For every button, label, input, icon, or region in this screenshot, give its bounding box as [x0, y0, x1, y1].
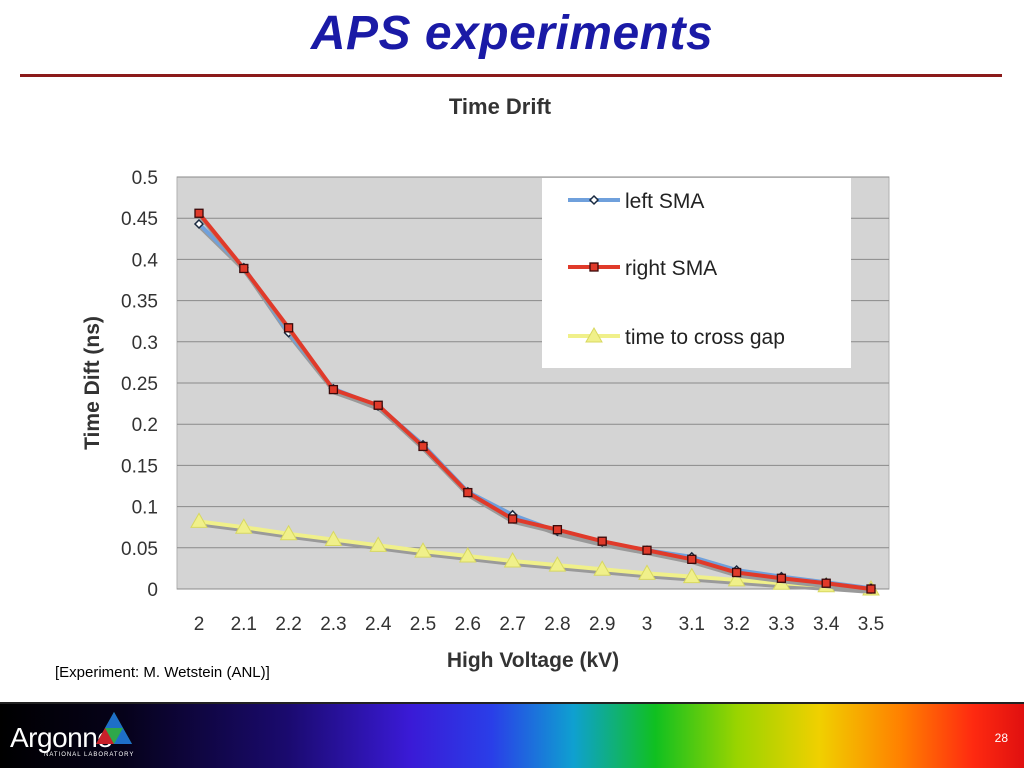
y-tick-label: 0.25	[121, 374, 158, 395]
data-point	[552, 525, 563, 535]
legend: left SMA right SMA time to cross gap	[542, 178, 851, 368]
x-tick-label: 2.1	[231, 614, 257, 635]
series-right-sma	[194, 208, 876, 594]
x-tick-label: 2.3	[320, 614, 346, 635]
y-tick-label: 0.35	[121, 292, 158, 313]
x-tick-label: 3.2	[723, 614, 749, 635]
data-point	[682, 567, 701, 584]
data-point	[458, 547, 477, 563]
legend-item: left SMA	[568, 190, 704, 213]
y-axis-ticks: 0 0.05 0.1 0.15 0.2 0.25 0.3 0.35 0.4 0.45 0.5	[121, 168, 158, 601]
y-axis-label: Time Dift (ns)	[81, 316, 104, 450]
data-point	[373, 400, 383, 410]
y-tick-label: 0.05	[121, 539, 158, 560]
x-tick-label: 3.5	[858, 614, 884, 635]
data-point	[727, 570, 746, 587]
data-point	[193, 218, 205, 230]
data-point	[687, 554, 697, 564]
legend-label: right SMA	[625, 257, 717, 280]
experiment-credit: [Experiment: M. Wetstein (ANL)]	[55, 664, 270, 681]
slide-title: APS experiments	[310, 7, 714, 60]
y-tick-label: 0.4	[132, 250, 159, 271]
y-tick-label: 0.45	[121, 209, 158, 230]
data-point	[418, 441, 428, 452]
series-shadow	[199, 522, 873, 594]
data-point	[283, 323, 294, 333]
legend-marker	[585, 326, 603, 343]
x-axis-label: High Voltage (kV)	[447, 649, 619, 672]
data-point	[638, 564, 656, 580]
footer-divider	[0, 702, 1024, 704]
data-point	[234, 518, 253, 534]
data-point	[239, 263, 249, 274]
series-line	[197, 211, 872, 591]
y-tick-label: 0.2	[132, 415, 158, 436]
x-tick-label: 2	[194, 614, 205, 635]
data-point	[821, 578, 831, 588]
x-tick-label: 2.5	[410, 614, 436, 635]
data-point	[866, 584, 876, 594]
data-point	[414, 542, 432, 558]
legend-marker	[589, 262, 599, 272]
legend-marker	[588, 194, 600, 206]
data-point	[328, 384, 339, 395]
y-tick-label: 0.5	[132, 168, 158, 189]
y-tick-label: 0.1	[132, 498, 158, 519]
data-point	[463, 487, 473, 498]
series-layer	[190, 208, 880, 596]
data-point	[324, 530, 343, 547]
x-tick-label: 2.4	[365, 614, 392, 635]
x-tick-label: 2.2	[275, 614, 301, 635]
x-tick-label: 3	[642, 614, 653, 635]
data-point	[190, 512, 208, 528]
data-point	[369, 536, 388, 552]
page-number: 28	[994, 731, 1008, 745]
data-point	[731, 567, 742, 578]
data-point	[279, 524, 298, 541]
chart-title: Time Drift	[449, 94, 552, 119]
legend-item: right SMA	[568, 257, 717, 280]
data-point	[194, 208, 204, 218]
x-tick-label: 2.7	[499, 614, 525, 635]
data-point	[776, 573, 787, 583]
x-tick-label: 3.4	[813, 614, 840, 635]
x-tick-label: 2.6	[455, 614, 481, 635]
y-tick-label: 0.15	[121, 456, 158, 477]
y-tick-label: 0.3	[132, 333, 158, 354]
data-point	[503, 551, 522, 568]
x-tick-label: 2.8	[544, 614, 570, 635]
argonne-logo-text: Argonne	[10, 722, 113, 753]
legend-item: time to cross gap	[568, 326, 785, 349]
series-line	[198, 519, 872, 591]
y-tick-label: 0	[147, 580, 158, 601]
x-tick-label: 3.3	[768, 614, 794, 635]
argonne-logo-subtext: NATIONAL LABORATORY	[44, 752, 135, 758]
data-point	[593, 560, 612, 576]
argonne-logo-icon	[96, 712, 132, 744]
x-axis-ticks: 2 2.1 2.2 2.3 2.4 2.5 2.6 2.7 2.8 2.9 3 3.1 3.2 3.3 3.…	[194, 614, 885, 635]
x-tick-label: 2.9	[589, 614, 615, 635]
data-point	[507, 514, 518, 524]
x-tick-label: 3.1	[679, 614, 705, 635]
time-drift-chart: Time Drift 0 0.05 0.1 0.15 0.2 0.25 0.3 0.35 0.4…	[81, 94, 890, 672]
data-point	[642, 545, 652, 555]
data-point	[597, 536, 607, 546]
legend-label: left SMA	[625, 190, 704, 213]
legend-label: time to cross gap	[625, 326, 785, 349]
title-divider	[20, 74, 1002, 77]
footer-bar	[0, 704, 1024, 768]
data-point	[548, 556, 567, 572]
